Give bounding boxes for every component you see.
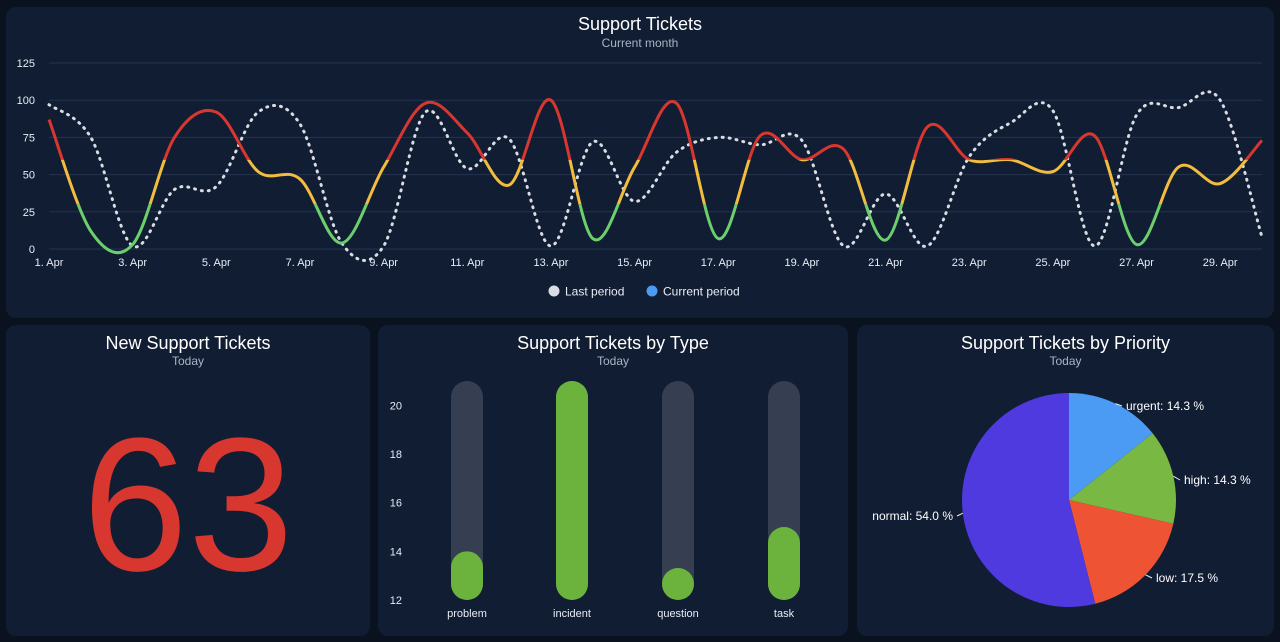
legend-label: Last period [565, 285, 624, 299]
x-tick-label: task [774, 608, 795, 620]
line-chart: 0 25 50 75 100 125 1. Apr 3. Apr 5. Apr 7. Apr 9. … [17, 58, 1264, 299]
y-tick-label: 75 [23, 132, 35, 144]
pie-slice [962, 393, 1096, 607]
line-chart-title: Support Tickets [577, 14, 703, 34]
x-tick-label: 25. Apr [1035, 257, 1070, 269]
bar [768, 527, 800, 600]
x-tick-label: 9. Apr [369, 257, 398, 269]
y-tick-label: 12 [390, 595, 402, 607]
pie-label: normal: 54.0 % [872, 509, 953, 523]
series-line-current-high [47, 98, 1264, 160]
x-tick-label: 29. Apr [1203, 257, 1238, 269]
bar [556, 381, 588, 600]
pie-slice [1069, 500, 1174, 604]
legend-label: Current period [663, 285, 740, 299]
number-panel-title: New Support Tickets [105, 333, 271, 353]
x-tick-label: 27. Apr [1119, 257, 1154, 269]
pie-label: low: 17.5 % [1156, 571, 1218, 585]
pie-label: urgent: 14.3 % [1126, 399, 1204, 413]
x-tick-label: 21. Apr [868, 257, 903, 269]
x-tick-label: 11. Apr [450, 257, 484, 269]
bar-chart-title: Support Tickets by Type [517, 333, 709, 353]
x-tick-label: 19. Apr [784, 257, 819, 269]
bar-chart-panel: Support Tickets by Type Today 12 14 16 18 20… [378, 325, 848, 636]
x-tick-label: 3. Apr [118, 257, 147, 269]
pie-chart-title: Support Tickets by Priority [960, 333, 1171, 353]
x-tick-label: problem [447, 608, 487, 620]
pie-slice [1069, 393, 1153, 500]
x-tick-label: 15. Apr [617, 257, 652, 269]
x-tick-label: 7. Apr [286, 257, 315, 269]
line-chart-subtitle: Current month [601, 36, 679, 50]
y-tick-label: 16 [390, 498, 402, 510]
pie-connector [1145, 574, 1153, 579]
bar [662, 568, 694, 600]
pie-chart-subtitle: Today [1049, 354, 1082, 368]
y-tick-label: 50 [23, 170, 35, 182]
bar-track [451, 381, 483, 600]
pie-connector [1115, 403, 1123, 407]
line-chart-panel: Support Tickets Current month 0 25 50 75 100… [6, 7, 1274, 318]
y-tick-label: 20 [390, 400, 402, 412]
pie-slice [1069, 433, 1177, 524]
x-tick-label: question [657, 608, 699, 620]
pie-connector [956, 512, 964, 517]
x-tick-label: 23. Apr [952, 257, 987, 269]
number-panel: New Support Tickets Today [6, 325, 370, 636]
pie-chart-panel: Support Tickets by Priority Today urgent… [857, 325, 1274, 636]
number-panel-subtitle: Today [171, 354, 205, 368]
x-tick-label: 13. Apr [534, 257, 569, 269]
y-tick-label: 0 [29, 244, 35, 256]
x-tick-label: 1. Apr [35, 257, 64, 269]
series-line-current-mid [60, 159, 1249, 205]
pie-label: high: 14.3 % [1184, 473, 1251, 487]
legend-marker [548, 285, 560, 297]
x-tick-label: 5. Apr [202, 257, 231, 269]
y-tick-label: 25 [23, 207, 35, 219]
series-line-last-period [47, 90, 1264, 262]
bar-chart: 12 14 16 18 20 problem incident question task [390, 381, 800, 620]
y-tick-label: 18 [390, 449, 402, 461]
bar-track [662, 381, 694, 600]
bar-chart-subtitle: Today [596, 354, 630, 368]
pie-chart: urgent: 14.3 % high: 14.3 % low: 17.5 % nor… [872, 393, 1251, 607]
x-tick-label: incident [553, 608, 591, 620]
pie-connector [1173, 475, 1181, 481]
y-tick-label: 125 [17, 58, 35, 70]
bar [451, 551, 483, 600]
x-tick-label: 17. Apr [701, 257, 736, 269]
y-tick-label: 100 [17, 95, 35, 107]
new-tickets-value: 63 [82, 399, 294, 611]
y-tick-label: 14 [390, 546, 402, 558]
legend-marker [646, 285, 658, 297]
